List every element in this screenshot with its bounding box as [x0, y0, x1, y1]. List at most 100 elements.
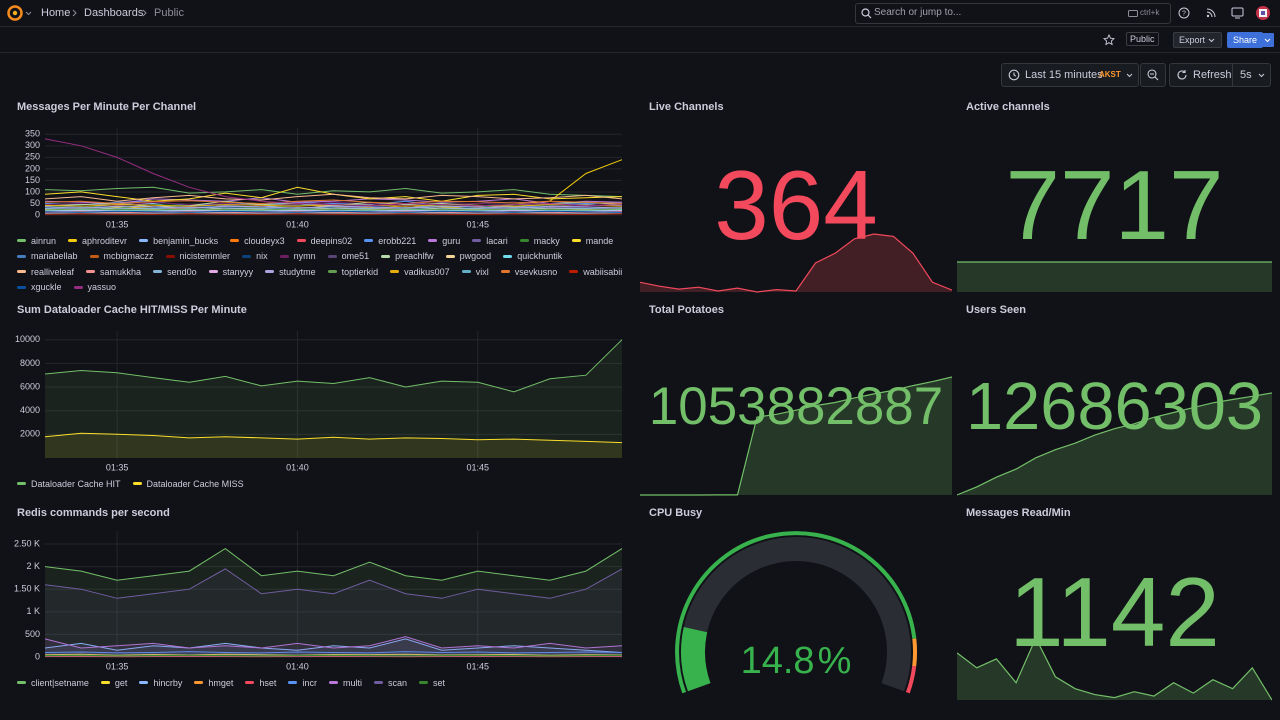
legend-item[interactable]: pwgood — [445, 249, 491, 265]
zoom-out-button[interactable] — [1140, 63, 1166, 87]
legend-item[interactable]: wabiisabii — [569, 264, 622, 280]
refresh-picker[interactable]: Refresh 5s — [1169, 63, 1271, 87]
timezone: AKST — [1099, 70, 1121, 79]
legend-item[interactable]: scan — [373, 675, 407, 691]
legend-swatch — [327, 270, 337, 274]
legend-item[interactable]: Dataloader Cache MISS — [132, 476, 244, 492]
legend-swatch — [296, 239, 306, 243]
series-line — [44, 636, 623, 649]
legend-item[interactable]: ainrun — [17, 233, 56, 249]
search-placeholder: Search or jump to... — [874, 7, 962, 18]
export-button[interactable]: Export — [1173, 32, 1223, 48]
legend-item[interactable]: samukkha — [86, 264, 141, 280]
legend-item[interactable]: get — [100, 675, 127, 691]
legend-item[interactable]: incr — [288, 675, 317, 691]
legend-item[interactable]: guru — [428, 233, 460, 249]
legend-item[interactable]: lacari — [472, 233, 508, 249]
series-line — [44, 197, 623, 205]
legend-item[interactable]: hset — [245, 675, 276, 691]
legend-swatch — [390, 270, 400, 274]
legend-label: stanyyy — [222, 266, 254, 277]
legend-item[interactable]: vsevkusno — [500, 264, 557, 280]
legend-label: preachlfw — [395, 251, 434, 262]
legend-swatch — [373, 681, 383, 685]
breadcrumb[interactable]: Dashboards — [84, 7, 144, 19]
share-menu[interactable] — [1261, 33, 1274, 47]
legend-item[interactable]: erobb221 — [364, 233, 416, 249]
legend-item[interactable]: hmget — [194, 675, 233, 691]
y-tick-label: 350 — [25, 129, 40, 139]
legend-item[interactable]: cloudeyx3 — [230, 233, 285, 249]
legend-item[interactable]: mariabellab — [17, 249, 78, 265]
x-tick-label: 01:40 — [286, 661, 309, 671]
legend-label: vixl — [475, 266, 489, 277]
legend-item[interactable]: benjamin_bucks — [139, 233, 218, 249]
breadcrumb[interactable]: Home — [41, 7, 71, 19]
legend-item[interactable]: nicistemmler — [165, 249, 230, 265]
top-icons[interactable]: ? — [1178, 6, 1274, 22]
panel-graphics: 2000 4000 6000 8000 10000 01:35 01:40 01:45 — [15, 331, 623, 472]
legend-item[interactable]: mcbigmaczz — [89, 249, 154, 265]
legend-item[interactable]: aphroditevr — [68, 233, 127, 249]
legend-item[interactable]: realliveleaf — [17, 264, 74, 280]
time-picker[interactable]: Last 15 minutes AKST — [1001, 63, 1139, 87]
star-icon[interactable] — [1103, 34, 1115, 46]
y-tick-label: 0 — [35, 651, 40, 661]
y-tick-label: 2.50 K — [14, 538, 40, 548]
legend-item[interactable]: mande — [571, 233, 613, 249]
legend-item[interactable]: xguckle — [17, 280, 62, 294]
panel: Messages Read/Min 1142 — [957, 501, 1272, 701]
legend-item[interactable]: ome51 — [327, 249, 369, 265]
legend-item[interactable]: set — [418, 675, 445, 691]
search-box[interactable]: Search or jump to... ctrl+k — [855, 3, 1171, 24]
legend-swatch — [153, 270, 163, 274]
legend-item[interactable]: toptierkid — [327, 264, 378, 280]
series-line — [44, 432, 623, 444]
svg-text:?: ? — [1182, 11, 1186, 18]
legend-label: hmget — [208, 677, 234, 688]
legend-swatch — [445, 254, 455, 258]
legend-label: Dataloader Cache HIT — [31, 478, 121, 489]
gauge-label: 14.8% — [640, 642, 952, 680]
legend-item[interactable]: nymn — [279, 249, 316, 265]
panel-graphics: 0 500 1 K 1.50 K 2 K 2.50 K 01:35 01:40 01:45 — [14, 531, 623, 671]
legend-item[interactable]: preachlfw — [381, 249, 434, 265]
legend-item[interactable]: studytme — [265, 264, 316, 280]
legend-label: mcbigmaczz — [103, 251, 154, 262]
legend-item[interactable]: vadikus007 — [390, 264, 450, 280]
y-tick-label: 2000 — [20, 429, 40, 439]
gauge-track — [681, 537, 911, 692]
legend-item[interactable]: stanyyy — [208, 264, 254, 280]
legend-label: erobb221 — [378, 235, 417, 246]
legend-item[interactable]: nix — [242, 249, 268, 265]
legend-item[interactable]: quickhuntik — [503, 249, 562, 265]
legend-item[interactable]: client|setname — [17, 675, 89, 691]
legend-item[interactable]: deepins02 — [296, 233, 352, 249]
legend-swatch — [418, 681, 428, 685]
legend-item[interactable]: yassuo — [73, 280, 116, 294]
refresh-button[interactable]: Refresh — [1193, 69, 1232, 81]
series-line — [44, 568, 623, 599]
legend-item[interactable]: hincrby — [139, 675, 182, 691]
sparkline — [957, 392, 1272, 496]
legend-label: ainrun — [31, 235, 57, 246]
panel: Sum Dataloader Cache HIT/MISS Per Minute… — [8, 298, 632, 496]
share-button[interactable]: Share — [1227, 32, 1264, 48]
legend-item[interactable]: vixl — [461, 264, 489, 280]
refresh-interval[interactable]: 5s — [1232, 64, 1252, 86]
caret — [1126, 73, 1133, 78]
grafana-logo[interactable] — [7, 5, 33, 21]
legend-item[interactable]: multi — [328, 675, 362, 691]
legend-item[interactable]: Dataloader Cache HIT — [17, 476, 121, 492]
legend-swatch — [208, 270, 218, 274]
series-line — [44, 208, 623, 211]
legend-swatch — [17, 482, 26, 486]
legend-item[interactable]: send0o — [153, 264, 197, 280]
y-tick-label: 0 — [35, 209, 40, 219]
panel: CPU Busy 14.8% — [640, 501, 952, 701]
legend-label: incr — [302, 677, 317, 688]
panel-title: Redis commands per second — [17, 507, 170, 519]
sparkline-area — [957, 638, 1272, 700]
legend-item[interactable]: macky — [519, 233, 560, 249]
